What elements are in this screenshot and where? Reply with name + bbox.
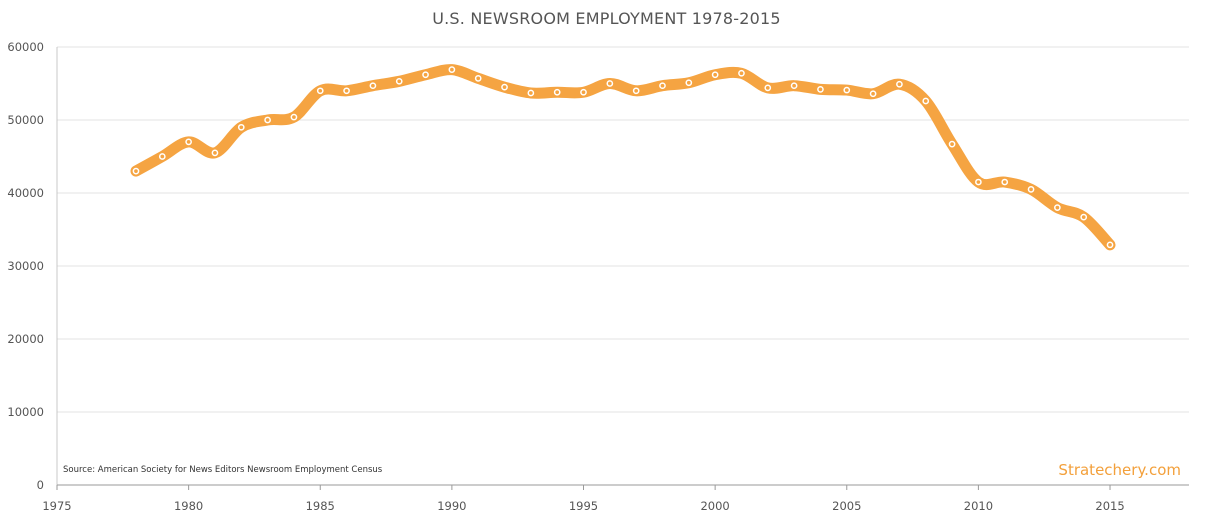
data-point: [1001, 178, 1009, 186]
data-point: [843, 86, 851, 94]
x-tick-label: 1995: [569, 499, 598, 513]
series-line: [130, 64, 1116, 251]
x-tick-label: 1985: [306, 499, 335, 513]
data-point: [606, 80, 614, 87]
y-tick-label: 20000: [7, 332, 44, 346]
data-point: [422, 71, 429, 79]
data-point: [290, 113, 298, 121]
data-point: [211, 149, 219, 157]
x-tick-label: 2010: [964, 499, 993, 513]
data-point: [896, 80, 903, 88]
y-tick-label: 30000: [7, 259, 44, 273]
data-point: [369, 82, 377, 90]
data-point: [790, 82, 798, 90]
data-point: [975, 178, 982, 186]
data-point: [474, 75, 482, 82]
data-point: [685, 79, 693, 87]
data-point: [158, 153, 166, 160]
data-point: [1080, 213, 1088, 221]
y-tick-label: 60000: [7, 40, 44, 54]
data-point: [448, 66, 456, 73]
data-point: [580, 88, 587, 96]
watermark: Stratechery.com: [1058, 461, 1181, 479]
data-point: [185, 138, 192, 146]
chart-title: U.S. NEWSROOM EMPLOYMENT 1978-2015: [432, 9, 781, 28]
x-tick-label: 2015: [1095, 499, 1124, 513]
x-tick-label: 2000: [700, 499, 729, 513]
data-point: [869, 90, 877, 98]
data-point: [1106, 241, 1114, 249]
data-point: [343, 87, 350, 95]
data-point: [948, 140, 956, 148]
data-point: [738, 69, 745, 77]
x-tick-label: 2005: [832, 499, 861, 513]
data-point: [711, 71, 719, 79]
data-point: [922, 97, 930, 105]
data-point: [553, 88, 561, 96]
data-point: [632, 87, 640, 95]
y-tick-label: 0: [37, 478, 44, 492]
source-note: Source: American Society for News Editor…: [63, 465, 383, 475]
data-point: [264, 116, 271, 124]
y-tick-label: 40000: [7, 186, 44, 200]
y-tick-label: 50000: [7, 113, 44, 127]
data-point: [132, 167, 140, 175]
data-point: [316, 87, 324, 95]
data-point: [1027, 186, 1035, 193]
data-point: [527, 89, 535, 97]
data-point: [817, 85, 824, 93]
y-tick-label: 10000: [7, 405, 44, 419]
data-point: [237, 123, 245, 131]
data-point: [395, 77, 403, 85]
data-point: [764, 84, 772, 92]
x-tick-label: 1975: [42, 499, 71, 513]
data-point: [659, 82, 666, 90]
x-tick-label: 1980: [174, 499, 203, 513]
data-point: [1054, 204, 1061, 211]
data-point: [501, 83, 508, 91]
x-tick-label: 1990: [437, 499, 466, 513]
